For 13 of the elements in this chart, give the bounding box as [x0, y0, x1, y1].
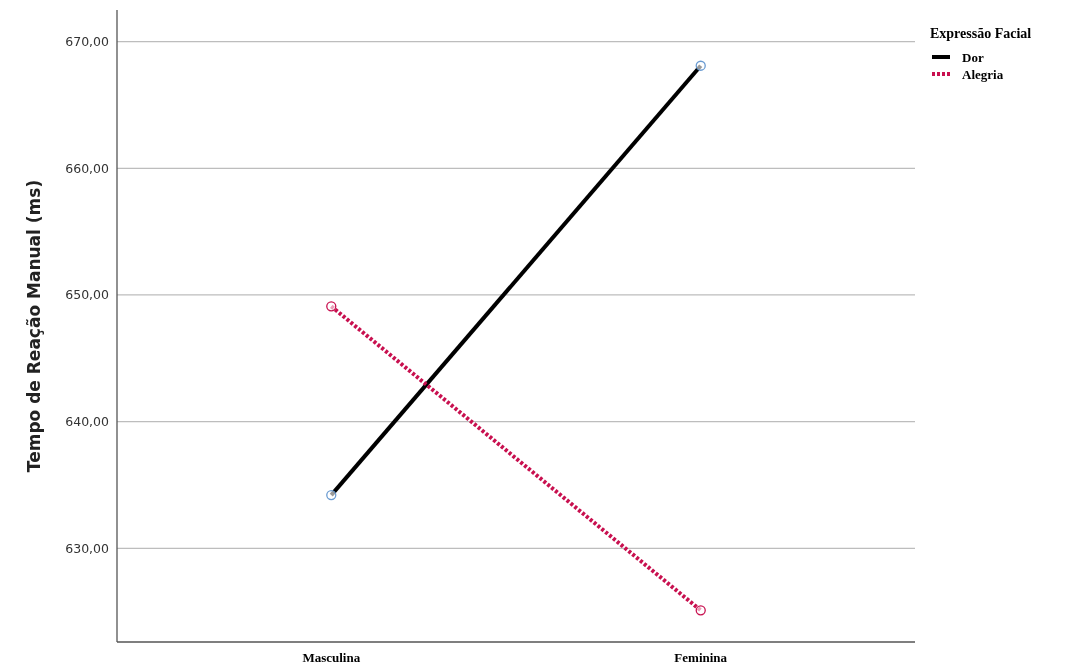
- legend-label: Dor: [962, 49, 984, 65]
- y-tick-label: 650,00: [65, 287, 110, 303]
- y-axis-title: Tempo de Reação Manual (ms): [24, 179, 44, 473]
- point: [695, 605, 706, 616]
- x-tick-label: Feminina: [674, 650, 728, 665]
- x-tick-label: Masculina: [302, 650, 361, 665]
- y-tick-label: 660,00: [65, 160, 110, 176]
- y-tick-label: 630,00: [65, 540, 110, 556]
- legend-title: Expressão Facial: [930, 26, 1032, 41]
- legend-label: Alegria: [962, 66, 1004, 82]
- y-tick-label: 640,00: [65, 414, 110, 429]
- point: [326, 301, 337, 312]
- y-tick-label: 670,00: [65, 34, 110, 50]
